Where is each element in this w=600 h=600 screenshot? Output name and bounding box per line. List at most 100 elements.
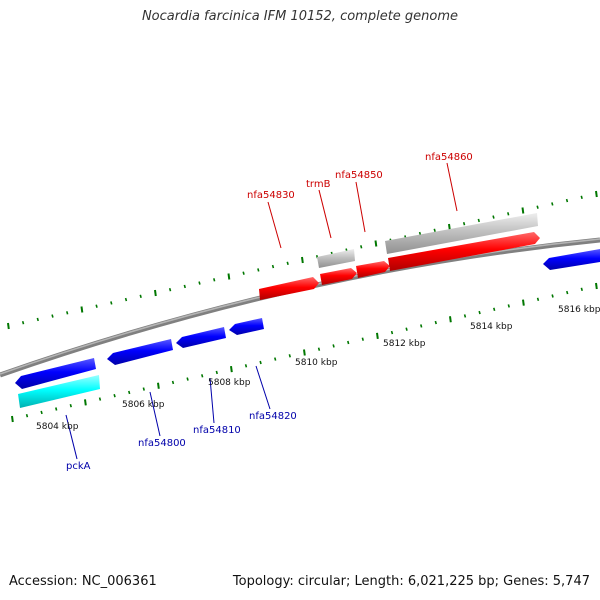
lower-scale-tick bbox=[463, 314, 467, 318]
scale-label-5812: 5812 kbp bbox=[383, 339, 426, 349]
gene-label-nfa54850[interactable]: nfa54850 bbox=[335, 170, 383, 181]
lower-scale-tick bbox=[259, 360, 262, 365]
upper-scale-tick bbox=[257, 268, 260, 272]
leader-trmB bbox=[318, 189, 332, 239]
gene-nfa54830-arrow[interactable] bbox=[259, 277, 319, 300]
lower-scale-tick bbox=[405, 327, 408, 331]
lower-scale-tick bbox=[449, 316, 452, 323]
lower-scale-tick bbox=[376, 332, 379, 340]
upper-scale-tick bbox=[536, 205, 539, 209]
upper-scale-tick bbox=[271, 264, 275, 269]
upper-scale-tick bbox=[80, 306, 84, 313]
lower-scale-tick bbox=[274, 357, 277, 361]
upper-scale-tick bbox=[580, 195, 583, 200]
scale-label-5814: 5814 kbp bbox=[470, 322, 513, 332]
upper-scale-tick bbox=[36, 317, 39, 322]
leader-nfa54860 bbox=[446, 162, 458, 212]
genome-summary-text: Topology: circular; Length: 6,021,225 bp… bbox=[232, 574, 590, 589]
lower-scale-tick bbox=[317, 347, 321, 351]
lower-scale-tick bbox=[230, 365, 233, 373]
gene-label-pckA[interactable]: pckA bbox=[66, 461, 91, 472]
scale-label-5808: 5808 kbp bbox=[208, 378, 251, 388]
gene-label-trmB[interactable]: trmB bbox=[306, 179, 331, 190]
lower-scale-tick bbox=[361, 337, 364, 341]
upper-scale-tick bbox=[7, 322, 10, 330]
upper-scale-tick bbox=[360, 245, 363, 249]
lower-scale-tick bbox=[536, 297, 540, 302]
leader-nfa54810 bbox=[209, 377, 215, 424]
lower-scale-tick bbox=[288, 354, 291, 358]
lower-scale-tick bbox=[186, 377, 189, 381]
gene-nfa54860-arrow[interactable] bbox=[388, 232, 540, 271]
gene-nfa54810-arrow[interactable] bbox=[176, 327, 226, 348]
upper-scale-tick bbox=[66, 311, 69, 315]
leader-nfa54800 bbox=[149, 391, 161, 437]
lower-scale-tick bbox=[142, 387, 145, 391]
upper-scale-tick bbox=[183, 284, 186, 289]
upper-scale-tick bbox=[448, 223, 451, 231]
gene-label-nfa54860[interactable]: nfa54860 bbox=[425, 152, 473, 163]
scale-label-5810: 5810 kbp bbox=[295, 358, 338, 368]
lower-scale-tick bbox=[25, 413, 29, 418]
gene-pckA-arrow[interactable] bbox=[15, 358, 96, 389]
upper-scale-tick bbox=[477, 218, 480, 223]
lower-scale-tick bbox=[580, 287, 583, 292]
upper-scale-tick bbox=[242, 271, 245, 275]
gene-next-arrow[interactable] bbox=[543, 249, 600, 270]
leader-pckA bbox=[65, 414, 78, 460]
upper-scale-tick bbox=[124, 297, 128, 302]
upper-scale-tick bbox=[21, 320, 25, 325]
lower-scale-tick bbox=[128, 390, 131, 395]
lower-scale-tick bbox=[522, 299, 525, 306]
lower-scale-tick bbox=[303, 349, 306, 356]
lower-scale-tick bbox=[493, 307, 496, 312]
upper-scale-tick bbox=[492, 215, 495, 219]
upper-scale-tick bbox=[154, 289, 157, 297]
gene-trmB-arrow[interactable] bbox=[320, 268, 357, 285]
feature-nfa54860-gray[interactable] bbox=[385, 213, 538, 254]
lower-scale-tick bbox=[98, 397, 102, 401]
lower-scale-tick bbox=[84, 399, 87, 406]
upper-scale-tick bbox=[565, 198, 569, 203]
upper-scale-tick bbox=[462, 221, 466, 226]
upper-scale-tick bbox=[374, 240, 378, 247]
gene-nfa54800-arrow[interactable] bbox=[107, 339, 173, 365]
map-title: Nocardia farcinica IFM 10152, complete g… bbox=[141, 9, 459, 24]
upper-scale-tick bbox=[227, 273, 231, 280]
scale-label-5804: 5804 kbp bbox=[36, 422, 79, 432]
gene-nfa54850-arrow[interactable] bbox=[356, 261, 390, 278]
leader-nfa54830 bbox=[267, 201, 282, 249]
leader-nfa54850 bbox=[355, 181, 366, 233]
lower-scale-tick bbox=[507, 304, 510, 308]
gene-label-nfa54800[interactable]: nfa54800 bbox=[138, 438, 186, 449]
upper-scale-tick bbox=[139, 294, 142, 299]
gene-label-nfa54830[interactable]: nfa54830 bbox=[247, 190, 295, 201]
lower-scale-tick bbox=[244, 364, 248, 368]
lower-scale-tick bbox=[201, 374, 204, 378]
gene-label-nfa54820[interactable]: nfa54820 bbox=[249, 411, 297, 422]
lower-scale-tick bbox=[40, 410, 43, 415]
lower-scale-tick bbox=[347, 340, 350, 345]
gene-pckA-highlight[interactable] bbox=[18, 375, 100, 408]
upper-scale-tick bbox=[168, 287, 172, 292]
genome-backbone-highlight bbox=[0, 238, 600, 375]
lower-scale-tick bbox=[478, 310, 481, 315]
upper-scale-tick bbox=[213, 278, 216, 282]
lower-scale-tick bbox=[69, 403, 72, 408]
lower-scale-tick bbox=[55, 407, 58, 411]
lower-scale-tick bbox=[11, 415, 14, 423]
scale-label-5806: 5806 kbp bbox=[122, 400, 165, 410]
lower-scale-tick bbox=[157, 382, 160, 389]
genome-backbone bbox=[0, 237, 600, 378]
feature-trmB-gray[interactable] bbox=[317, 249, 355, 268]
upper-scale-tick bbox=[110, 301, 113, 305]
upper-scale-tick bbox=[51, 314, 54, 318]
gene-label-nfa54810[interactable]: nfa54810 bbox=[193, 425, 241, 436]
gene-nfa54820-arrow[interactable] bbox=[229, 318, 264, 335]
upper-scale-tick bbox=[595, 190, 598, 198]
lower-scale-tick bbox=[390, 330, 394, 335]
lower-scale-tick bbox=[434, 320, 437, 325]
leader-nfa54820 bbox=[255, 365, 271, 410]
lower-scale-tick bbox=[215, 370, 218, 375]
